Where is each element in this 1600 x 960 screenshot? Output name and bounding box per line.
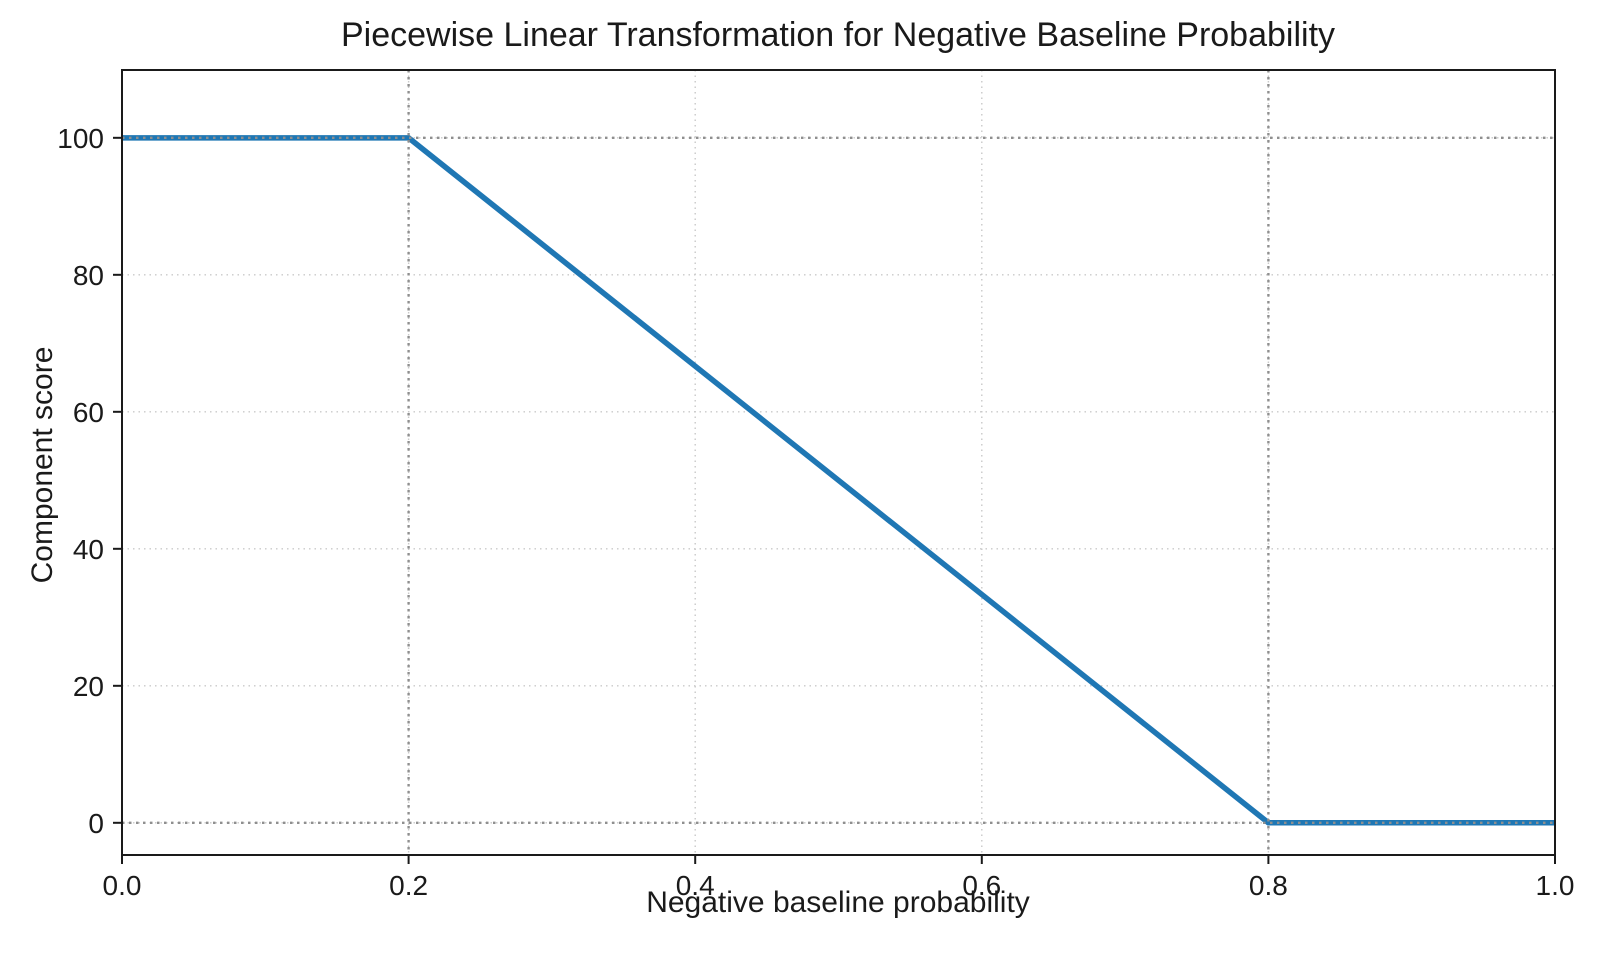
- y-tick-label: 80: [73, 260, 104, 291]
- x-tick-label: 0.2: [389, 870, 428, 901]
- y-tick-label: 0: [88, 808, 104, 839]
- x-tick-label: 0.4: [676, 870, 715, 901]
- x-axis-label: Negative baseline probability: [646, 886, 1030, 919]
- y-tick-label: 40: [73, 534, 104, 565]
- y-tick-label: 20: [73, 671, 104, 702]
- y-tick-label: 60: [73, 397, 104, 428]
- x-tick-label: 0.8: [1249, 870, 1288, 901]
- series-line: [122, 135, 1555, 826]
- chart-title: Piecewise Linear Transformation for Nega…: [341, 16, 1335, 54]
- chart-layers: 0.0 0.2 0.4 0.6 0.8 1.0 0 20 40 60 80 100: [57, 69, 1575, 901]
- y-axis-label: Component score: [26, 347, 59, 584]
- x-tick-label: 0.6: [962, 870, 1001, 901]
- y-tick-label: 100: [57, 123, 104, 154]
- x-tick-label: 0.0: [103, 870, 142, 901]
- axes-spines: [121, 69, 1556, 856]
- x-tick-label: 1.0: [1536, 870, 1575, 901]
